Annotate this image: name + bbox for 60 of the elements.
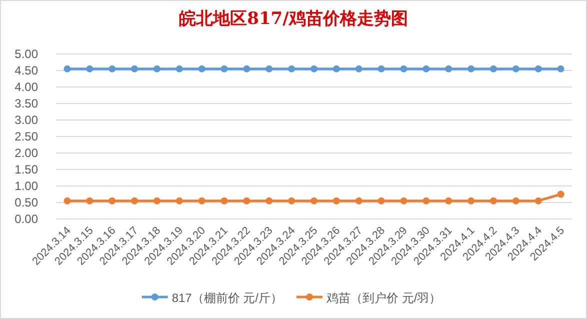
point [243, 197, 250, 204]
point [468, 197, 475, 204]
point [490, 65, 497, 72]
y-tick-label: 3.00 [14, 113, 38, 127]
point [468, 65, 475, 72]
chart-title: 皖北地区817/鸡苗价格走势图 [179, 9, 408, 29]
point [534, 65, 542, 72]
point [355, 65, 362, 72]
point [64, 197, 71, 204]
y-tick-label: 5.00 [14, 47, 38, 61]
point [131, 65, 138, 72]
legend-label: 鸡苗（到户价 元/羽） [326, 291, 442, 305]
point [198, 65, 206, 72]
point [86, 65, 94, 72]
point [332, 197, 340, 204]
point [557, 190, 564, 198]
point [86, 197, 94, 204]
point [220, 65, 228, 72]
point [266, 197, 273, 204]
y-tick-label: 0.50 [14, 196, 38, 210]
y-tick-label: 1.50 [14, 162, 38, 176]
y-tick-label: 0.00 [14, 212, 38, 226]
point [153, 65, 160, 72]
point [422, 65, 430, 72]
point [378, 197, 385, 204]
point [400, 197, 408, 204]
point [490, 197, 497, 204]
point [108, 197, 116, 204]
point [378, 65, 385, 72]
point [131, 197, 138, 204]
point [220, 197, 228, 204]
point [310, 197, 318, 204]
point [64, 65, 71, 72]
y-tick-label: 2.50 [14, 130, 38, 144]
point [198, 197, 206, 204]
point [153, 197, 160, 204]
y-tick-label: 3.50 [14, 96, 38, 110]
point [445, 65, 452, 72]
point [332, 65, 340, 72]
point [288, 65, 296, 72]
y-tick-label: 2.00 [14, 146, 38, 160]
point [355, 197, 362, 204]
point [176, 197, 183, 204]
y-tick-label: 4.50 [14, 64, 38, 78]
y-tick-label: 1.00 [14, 179, 38, 193]
point [512, 197, 520, 204]
point [176, 65, 183, 72]
point [288, 197, 296, 204]
legend-label: 817（棚前价 元/斤） [172, 291, 283, 305]
y-tick-label: 4.00 [14, 80, 38, 94]
point [243, 65, 250, 72]
point [512, 65, 520, 72]
point [422, 197, 430, 204]
point [108, 65, 116, 72]
point [445, 197, 452, 204]
point [557, 65, 564, 72]
point [266, 65, 273, 72]
point [534, 197, 542, 204]
point [400, 65, 408, 72]
point [310, 65, 318, 72]
